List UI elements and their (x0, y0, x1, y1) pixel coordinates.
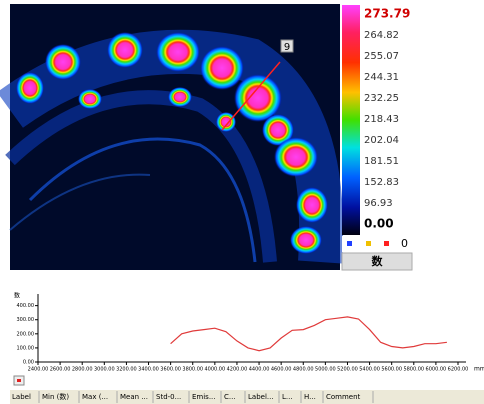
y-axis-label: 数 (14, 292, 20, 300)
column-header: Comment (326, 393, 361, 401)
x-tick-label: 3000.00 (94, 367, 115, 373)
colorbar (342, 5, 360, 235)
colorbar-label: 152.83 (364, 177, 399, 188)
column-header: Label... (248, 393, 274, 401)
x-axis-label: mm (474, 366, 484, 373)
x-tick-label: 4400.00 (249, 367, 270, 373)
x-tick-label: 6000.00 (426, 367, 447, 373)
colorbar-label: 181.51 (364, 156, 399, 167)
column-header: Std-0... (156, 393, 181, 401)
x-tick-label: 5600.00 (381, 367, 402, 373)
colorbar-label: 264.82 (364, 30, 399, 41)
column-header: Min (数) (42, 392, 69, 401)
y-tick-label: 100.00 (17, 345, 35, 351)
x-tick-label: 5400.00 (359, 367, 380, 373)
column-header: Emis... (192, 393, 216, 401)
x-tick-label: 4200.00 (227, 367, 248, 373)
colorbar-label: 202.04 (364, 135, 399, 146)
profile-curve (171, 317, 447, 351)
x-tick-label: 2400.00 (28, 367, 49, 373)
x-tick-label: 4000.00 (204, 367, 225, 373)
colorbar-label: 0.00 (364, 217, 394, 231)
y-tick-label: 300.00 (17, 317, 35, 323)
column-header: H... (304, 393, 316, 401)
x-tick-label: 4800.00 (293, 367, 314, 373)
x-tick-label: 3600.00 (160, 367, 181, 373)
x-tick-label: 5200.00 (337, 367, 358, 373)
x-tick-label: 3400.00 (138, 367, 159, 373)
y-tick-label: 0.00 (23, 360, 34, 366)
y-tick-label: 200.00 (17, 331, 35, 337)
x-tick-label: 2800.00 (72, 367, 93, 373)
x-tick-label: 5800.00 (403, 367, 424, 373)
colorbar-label: 244.31 (364, 72, 399, 83)
x-tick-label: 3200.00 (116, 367, 137, 373)
x-tick-label: 2600.00 (50, 367, 71, 373)
y-tick-label: 400.00 (17, 303, 35, 309)
toggle-dot (17, 379, 21, 382)
legend-dot (366, 241, 371, 246)
colorbar-label: 96.93 (364, 198, 393, 209)
column-header: C... (224, 393, 236, 401)
counter: 0 (401, 237, 408, 250)
marker-label: 9 (284, 42, 290, 53)
screen: 9 273.79 264.82 255.07 244.31 232.25 218.43 20… (0, 0, 484, 404)
column-header: L... (282, 393, 293, 401)
column-header: Max (... (82, 393, 108, 401)
colorbar-label: 232.25 (364, 93, 399, 104)
column-header: Label (12, 393, 31, 401)
colorbar-label: 255.07 (364, 51, 399, 62)
x-tick-label: 4600.00 (271, 367, 292, 373)
x-tick-label: 5000.00 (315, 367, 336, 373)
x-tick-label: 3800.00 (182, 367, 203, 373)
colorbar-label: 273.79 (364, 7, 410, 21)
colorbar-label: 218.43 (364, 114, 399, 125)
legend-dot (384, 241, 389, 246)
legend-dot (347, 241, 352, 246)
unit: 数 (372, 254, 384, 268)
column-header: Mean ... (120, 393, 148, 401)
x-tick-label: 6200.00 (448, 367, 469, 373)
